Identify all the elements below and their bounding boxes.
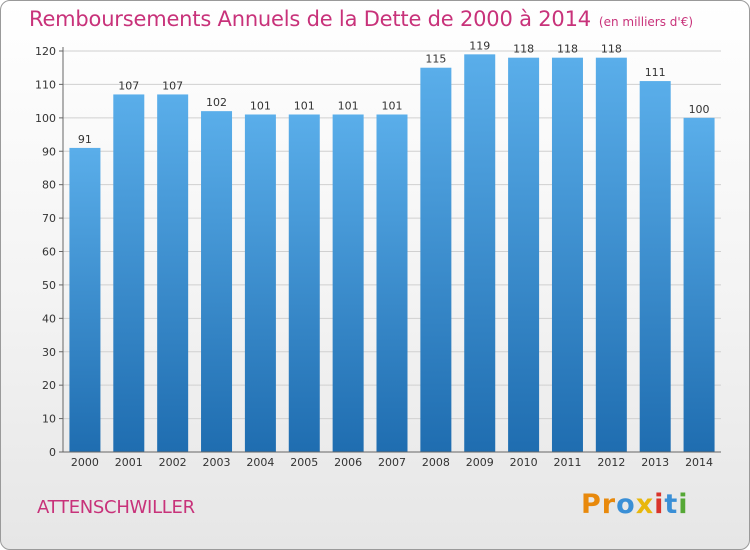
y-tick-label: 20 — [42, 379, 56, 392]
data-label: 107 — [162, 79, 183, 92]
axes — [59, 47, 721, 453]
logo-letter: x — [635, 489, 655, 520]
y-tick-label: 120 — [35, 45, 56, 58]
x-tick-label: 2003 — [203, 456, 231, 469]
x-tick-label: 2011 — [553, 456, 581, 469]
bar — [508, 57, 540, 452]
y-tick-label: 10 — [42, 413, 56, 426]
data-label: 115 — [425, 53, 446, 66]
bar — [69, 147, 101, 453]
x-tick-label: 2009 — [466, 456, 494, 469]
x-tick-label: 2012 — [597, 456, 625, 469]
y-tick-label: 30 — [42, 346, 56, 359]
x-tick-label: 2005 — [290, 456, 318, 469]
y-tick-label: 0 — [49, 446, 56, 459]
x-tick-label: 2002 — [159, 456, 187, 469]
y-tick-label: 40 — [42, 312, 56, 325]
data-label: 91 — [78, 133, 92, 146]
labels: 0 10 20 30 40 50 60 70 80 90 100 110 120 91 2000 107 200… — [35, 39, 713, 469]
logo-letter: o — [616, 489, 636, 520]
y-tick-label: 60 — [42, 246, 56, 259]
y-tick-label: 110 — [35, 78, 56, 91]
logo-letter: P — [581, 489, 602, 520]
x-tick-label: 2001 — [115, 456, 143, 469]
bar — [157, 94, 189, 453]
chart-title: Remboursements Annuels de la Dette de 20… — [29, 7, 591, 31]
data-label: 102 — [206, 96, 227, 109]
bar — [244, 114, 276, 452]
data-label: 119 — [469, 39, 490, 52]
x-tick-label: 2007 — [378, 456, 406, 469]
logo-letter: r — [601, 489, 617, 520]
bar — [201, 111, 233, 453]
data-label: 100 — [689, 103, 710, 116]
data-label: 118 — [601, 43, 622, 56]
y-tick-label: 50 — [42, 279, 56, 292]
data-label: 101 — [338, 99, 359, 112]
y-tick-label: 80 — [42, 179, 56, 192]
bar — [639, 81, 671, 452]
chart-subtitle: (en milliers d'€) — [598, 15, 694, 29]
y-tick-label: 100 — [35, 112, 56, 125]
data-label: 111 — [645, 66, 666, 79]
bar — [420, 67, 452, 452]
bar — [551, 57, 583, 452]
logo-letter: i — [678, 489, 689, 520]
bar — [113, 94, 145, 453]
y-tick-label: 90 — [42, 145, 56, 158]
logo-letter: t — [664, 489, 679, 520]
x-tick-label: 2014 — [685, 456, 713, 469]
x-tick-label: 2013 — [641, 456, 669, 469]
data-label: 101 — [382, 99, 403, 112]
x-tick-label: 2000 — [71, 456, 99, 469]
bar — [332, 114, 364, 452]
y-tick-label: 70 — [42, 212, 56, 225]
x-tick-label: 2006 — [334, 456, 362, 469]
logo-letter: i — [654, 489, 665, 520]
commune-name: ATTENSCHWILLER — [37, 497, 195, 518]
data-label: 101 — [250, 99, 271, 112]
proxiti-logo: Proxiti — [581, 489, 689, 520]
data-label: 118 — [513, 43, 534, 56]
bar — [683, 117, 715, 452]
bars — [69, 54, 715, 453]
bar — [288, 114, 320, 452]
bar — [595, 57, 627, 452]
x-tick-label: 2004 — [246, 456, 274, 469]
title-row: Remboursements Annuels de la Dette de 20… — [29, 7, 693, 31]
bar — [376, 114, 408, 452]
bar — [464, 54, 496, 452]
data-label: 107 — [118, 79, 139, 92]
data-label: 118 — [557, 43, 578, 56]
x-tick-label: 2010 — [510, 456, 538, 469]
data-label: 101 — [294, 99, 315, 112]
x-tick-label: 2008 — [422, 456, 450, 469]
